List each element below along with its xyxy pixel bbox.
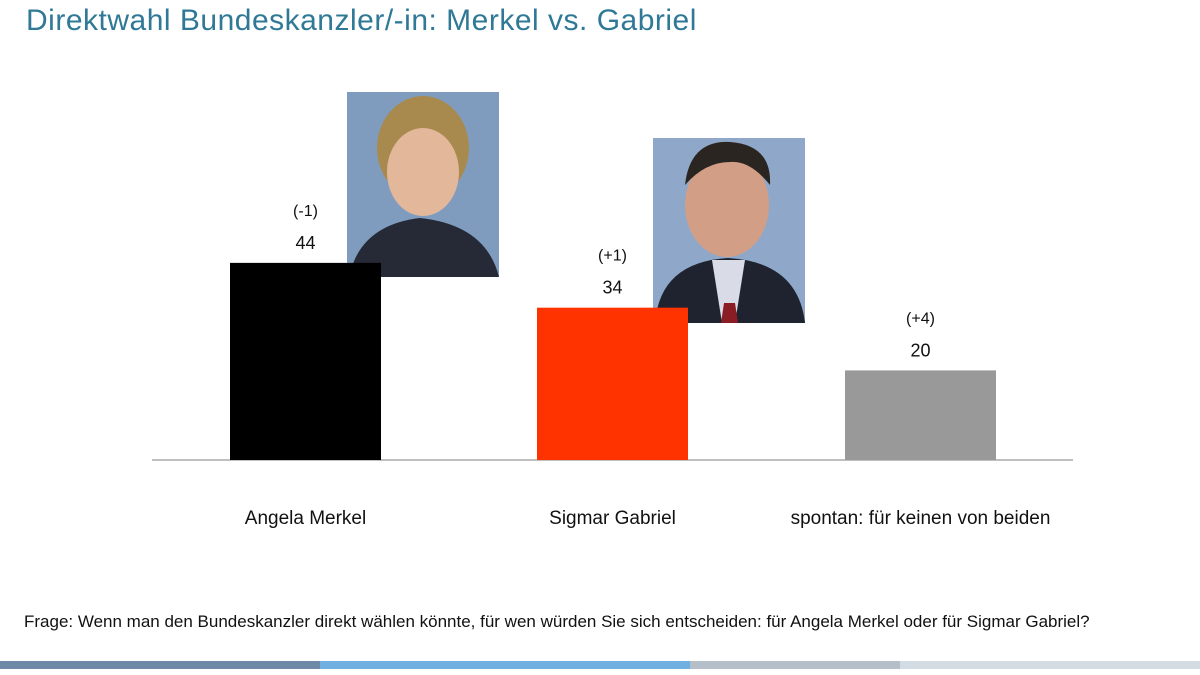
value-label: 34	[602, 278, 622, 298]
change-label: (-1)	[293, 203, 318, 220]
change-label: (+4)	[906, 310, 935, 327]
value-label: 44	[295, 233, 315, 253]
photo-gabriel	[653, 138, 805, 323]
bar	[537, 307, 688, 460]
change-label: (+1)	[598, 248, 627, 265]
footnote: Frage: Wenn man den Bundeskanzler direkt…	[24, 612, 1090, 631]
footer-stripe	[320, 661, 690, 669]
category-label: Sigmar Gabriel	[549, 508, 676, 529]
category-label: Angela Merkel	[244, 508, 367, 529]
footer-stripe	[0, 661, 320, 669]
value-label: 20	[910, 340, 930, 360]
category-label: spontan: für keinen von beiden	[790, 508, 1051, 529]
chart-title: Direktwahl Bundeskanzler/-in: Merkel vs.…	[26, 4, 697, 37]
footer-stripe	[900, 661, 1200, 669]
bar	[230, 262, 381, 460]
bar	[845, 370, 996, 460]
footer-stripe	[690, 661, 900, 669]
photo-merkel	[347, 92, 499, 277]
